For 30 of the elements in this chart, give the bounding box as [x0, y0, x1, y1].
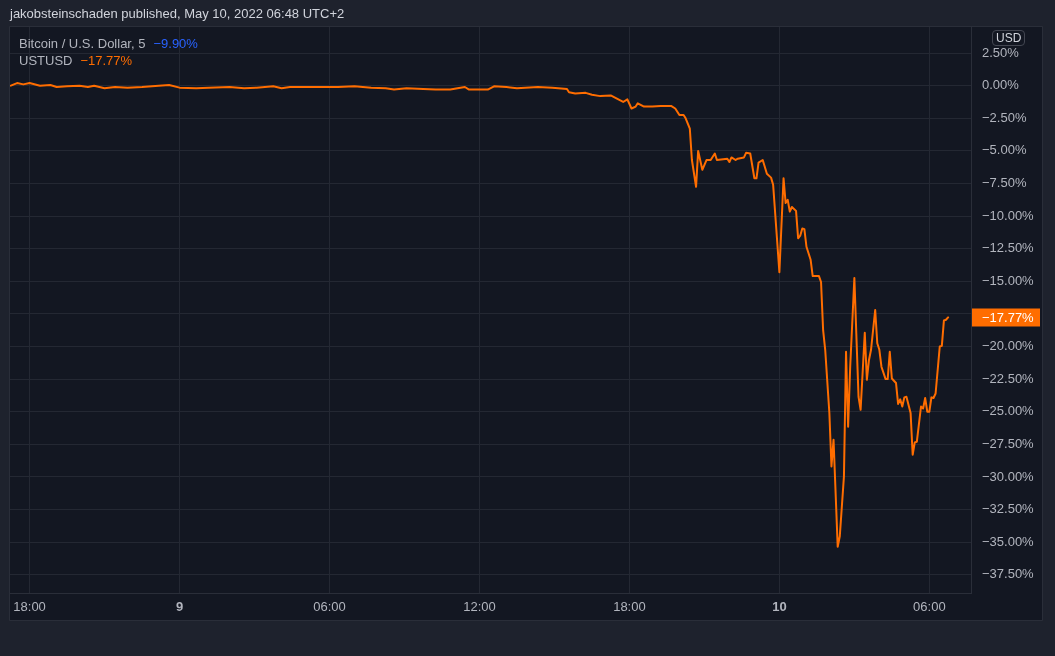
- annotation: Bitcoin / U.S. Dollar, 5: [19, 36, 146, 51]
- y-tick-label: −20.00%: [982, 338, 1035, 354]
- y-tick-label: −27.50%: [982, 435, 1035, 451]
- y-tick-label: −22.50%: [982, 370, 1035, 386]
- y-tick-label: −2.50%: [982, 109, 1027, 125]
- annotation: −9.90%: [153, 36, 198, 51]
- y-tick-label: −15.00%: [982, 272, 1035, 288]
- x-tick-label: 18:00: [613, 599, 646, 615]
- x-tick-label: 06:00: [913, 599, 946, 615]
- y-tick-label: −12.50%: [982, 240, 1035, 256]
- y-axis-title: USD: [992, 30, 1026, 46]
- x-tick-label: 12:00: [463, 599, 496, 615]
- series-label: USTUSD: [19, 53, 73, 68]
- y-tick-label: 2.50%: [982, 44, 1020, 60]
- y-tick-label: −35.00%: [982, 533, 1035, 549]
- annotation: −17.77%: [80, 53, 133, 68]
- x-tick-label: 06:00: [313, 599, 346, 615]
- y-tick-label: −30.00%: [982, 468, 1035, 484]
- y-tick-label: −25.00%: [982, 403, 1035, 419]
- x-tick-label: 18:00: [13, 599, 46, 615]
- y-tick-label: −10.00%: [982, 207, 1035, 223]
- y-tick-label: −7.50%: [982, 175, 1027, 191]
- x-tick-label: 9: [175, 599, 184, 615]
- y-tick-label: −5.00%: [982, 142, 1027, 158]
- y-tick-label: 0.00%: [982, 77, 1020, 93]
- y-tick-label: −32.50%: [982, 501, 1035, 517]
- y-tick-label: −37.50%: [982, 566, 1035, 582]
- text: −17.77%: [982, 309, 1035, 325]
- text: jakobsteinschaden published, May 10, 2022 06:48 UTC+2: [10, 6, 345, 22]
- x-tick-label: 10: [772, 599, 787, 615]
